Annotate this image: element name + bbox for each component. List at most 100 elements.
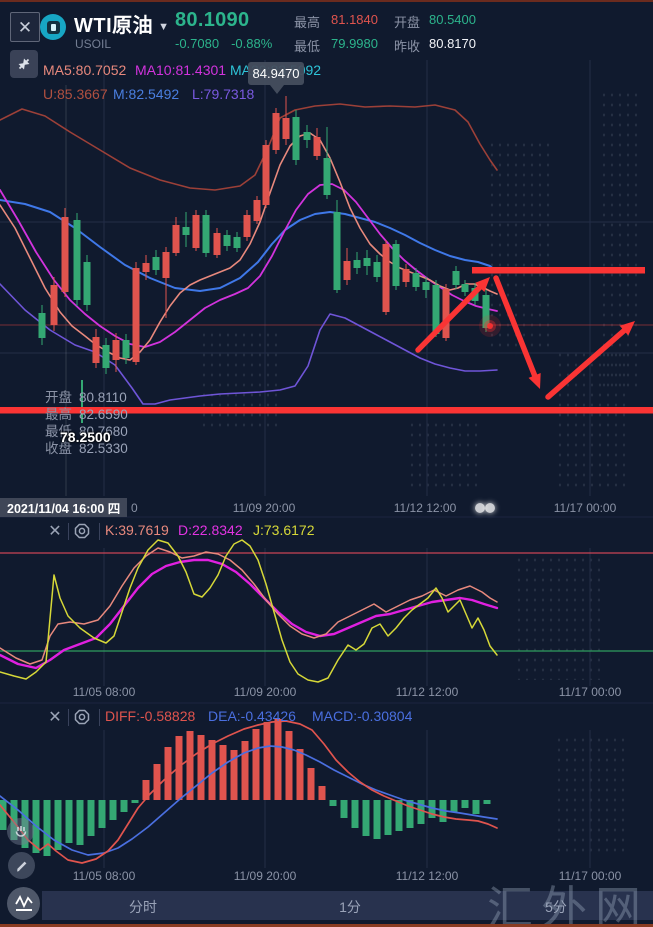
macd-histogram-bar — [395, 800, 403, 831]
macd-settings-button[interactable] — [73, 708, 91, 726]
macd-histogram-bar — [109, 800, 117, 820]
chart-type-button[interactable] — [7, 887, 40, 920]
candle-body — [253, 200, 261, 221]
ohlc-tooltip: 开盘 80.8110 最高 82.6590 最低 80.7680 收盘 82.5330 — [45, 389, 128, 457]
drawn-arrow — [415, 279, 488, 353]
candle-body — [92, 337, 100, 363]
macd-dea-value: DEA:-0.43426 — [208, 708, 296, 724]
tab-1min[interactable]: 1分 — [339, 899, 361, 915]
pagination-dot — [475, 503, 485, 513]
candle-body — [461, 284, 469, 292]
ma10-line — [0, 183, 498, 348]
kdj-k-value: K:39.7619 — [105, 522, 169, 538]
macd-histogram-bar — [263, 722, 271, 800]
tooltip-high-row: 最高 82.6590 — [45, 406, 128, 423]
kdj-axis-label: 11/12 12:00 — [395, 685, 459, 699]
boll-upper-line — [0, 103, 498, 191]
symbol-code: USOIL — [75, 37, 112, 51]
tab-fenshi[interactable]: 分时 — [129, 899, 157, 915]
candle-body — [243, 215, 251, 237]
ma5-label: MA5:80.7052 — [43, 62, 127, 78]
macd-histogram-bar — [32, 800, 40, 853]
candle-body — [152, 257, 160, 270]
tooltip-low-value: 80.7680 — [79, 424, 128, 439]
candle-body — [213, 233, 221, 255]
macd-axis-label: 11/17 00:00 — [558, 869, 622, 883]
open-label: 开盘 — [394, 15, 421, 30]
line-chart-icon — [14, 894, 33, 911]
high-label: 最高 — [294, 15, 321, 30]
tooltip-high-value: 82.6590 — [79, 407, 128, 422]
macd-diff-line — [0, 720, 498, 864]
tooltip-low-row: 最低 80.7680 — [45, 423, 128, 440]
candle-body — [112, 340, 120, 360]
macd-histogram-bar — [98, 800, 106, 828]
candle-body — [102, 345, 110, 368]
close-button[interactable]: ✕ — [10, 12, 40, 42]
tooltip-open-label: 开盘 — [45, 390, 72, 405]
pencil-tool-button[interactable] — [8, 852, 35, 879]
kdj-axis-label: 11/05 08:00 — [72, 685, 136, 699]
macd-close-button[interactable]: ✕ — [48, 709, 62, 726]
kdj-j-value: J:73.6172 — [253, 522, 315, 538]
high-price-value: 84.9470 — [252, 66, 300, 81]
chevron-down-icon: ▼ — [158, 21, 170, 33]
macd-histogram-bar — [0, 800, 7, 830]
macd-axis-label: 11/12 12:00 — [395, 869, 459, 883]
tab-5min[interactable]: 5分 — [545, 899, 567, 915]
high-price-tooltip: 84.9470 — [248, 62, 304, 94]
macd-histogram-bar — [428, 800, 436, 818]
candle-body — [452, 271, 460, 285]
macd-histogram-bar — [76, 800, 84, 845]
kdj-settings-button[interactable] — [73, 522, 91, 540]
kdj-axis-label: 11/17 00:00 — [558, 685, 622, 699]
kdj-close-button[interactable]: ✕ — [48, 523, 62, 540]
kdj-d-value: D:22.8342 — [178, 522, 243, 538]
candle-body — [73, 220, 81, 300]
collapse-arrows-button[interactable] — [10, 50, 38, 78]
kdj-d-line — [0, 558, 499, 670]
macd-histogram-bar — [450, 800, 458, 812]
last-price: 80.1090 — [175, 9, 250, 31]
axis-partial-label: 0 — [131, 501, 138, 515]
candle-body — [432, 285, 440, 334]
hand-tool-button[interactable] — [7, 818, 34, 845]
low-label: 最低 — [294, 39, 321, 54]
pencil-icon — [16, 861, 26, 871]
support-level-label: 78.2500 — [60, 429, 111, 445]
macd-histogram-bar — [483, 800, 491, 804]
candle-body — [471, 288, 479, 301]
macd-histogram-bar — [373, 800, 381, 839]
tooltip-close-label: 收盘 — [45, 441, 72, 456]
change-percent: -0.88% — [231, 36, 273, 51]
background-texture — [555, 735, 630, 855]
tooltip-high-label: 最高 — [45, 407, 72, 422]
macd-histogram-bar — [153, 764, 161, 800]
macd-histogram-bar — [175, 736, 183, 800]
candle-body — [363, 258, 371, 266]
candle-body — [132, 268, 140, 362]
divider — [99, 709, 100, 726]
candle-body — [50, 285, 58, 325]
candle-body — [353, 260, 361, 268]
tooltip-close-row: 收盘 82.5330 — [45, 440, 128, 457]
prev-close-label: 昨收 — [394, 39, 421, 54]
hand-icon — [15, 825, 26, 837]
ma5-line — [0, 132, 498, 361]
macd-histogram-bar — [472, 800, 480, 814]
macd-histogram-bar — [186, 731, 194, 800]
macd-histogram-bar — [362, 800, 370, 836]
ma10-label: MA10:81.4301 — [135, 62, 227, 78]
candle-body — [313, 137, 321, 156]
divider — [68, 709, 69, 726]
symbol-dropdown[interactable]: WTI原油 ▼ — [74, 9, 170, 38]
drawn-arrowhead — [528, 373, 541, 389]
candle-body — [262, 145, 270, 205]
macd-histogram-bar — [417, 800, 425, 824]
macd-histogram-bar — [87, 800, 95, 836]
macd-histogram-bar — [318, 786, 326, 800]
tooltip-open-row: 开盘 80.8110 — [45, 389, 128, 406]
prev-close-value: 80.8170 — [429, 36, 476, 51]
macd-histogram-bar — [296, 749, 304, 800]
tooltip-open-value: 80.8110 — [79, 390, 127, 405]
